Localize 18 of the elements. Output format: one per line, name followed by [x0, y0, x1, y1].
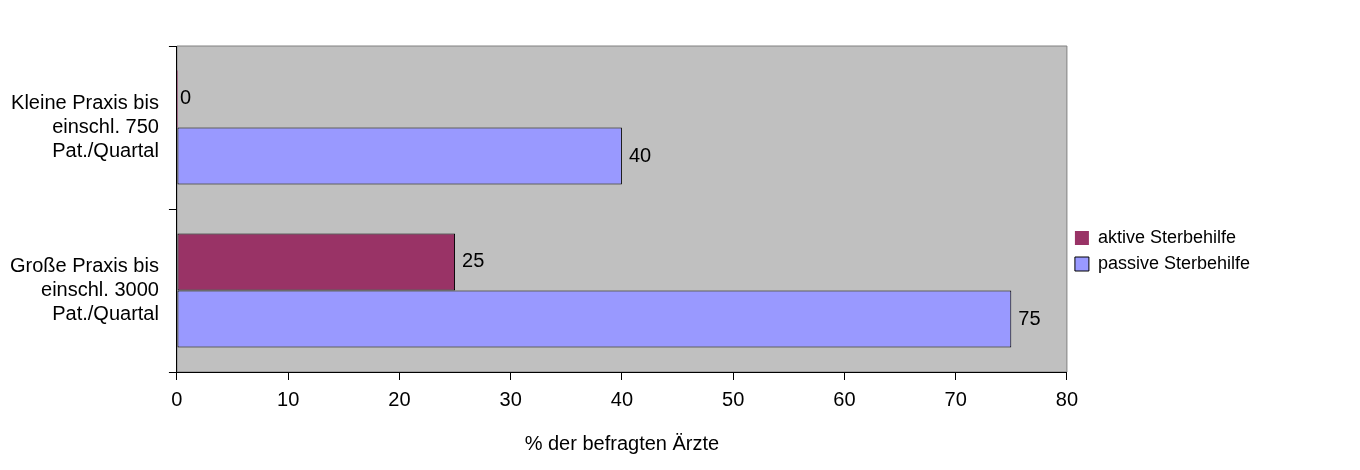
x-tick-label: 70 — [944, 387, 967, 410]
legend-label: passive Sterbehilfe — [1097, 252, 1251, 273]
data-label: 0 — [179, 86, 192, 109]
data-label: 75 — [1018, 306, 1041, 329]
x-tick-label: 10 — [277, 387, 300, 410]
x-tick-label: 30 — [499, 387, 522, 410]
legend-label: aktive Sterbehilfe — [1097, 226, 1236, 247]
y-tick-label: Kleine Praxis bis einschl. 750 Pat./Quartal — [11, 91, 159, 162]
x-tick-label: 50 — [722, 387, 745, 410]
x-tick-label: 0 — [171, 387, 183, 410]
data-label: 40 — [628, 143, 652, 166]
x-tick-label: 20 — [388, 387, 411, 410]
x-tick-label: 80 — [1055, 387, 1079, 410]
data-label: 25 — [462, 249, 485, 272]
x-axis-title: % der befragten Ärzte — [524, 431, 720, 454]
x-tick-label: 60 — [833, 387, 856, 410]
y-tick-label: Große Praxis bis einschl. 3000 Pat./Quartal — [9, 254, 159, 325]
x-tick-label: 40 — [610, 387, 634, 410]
